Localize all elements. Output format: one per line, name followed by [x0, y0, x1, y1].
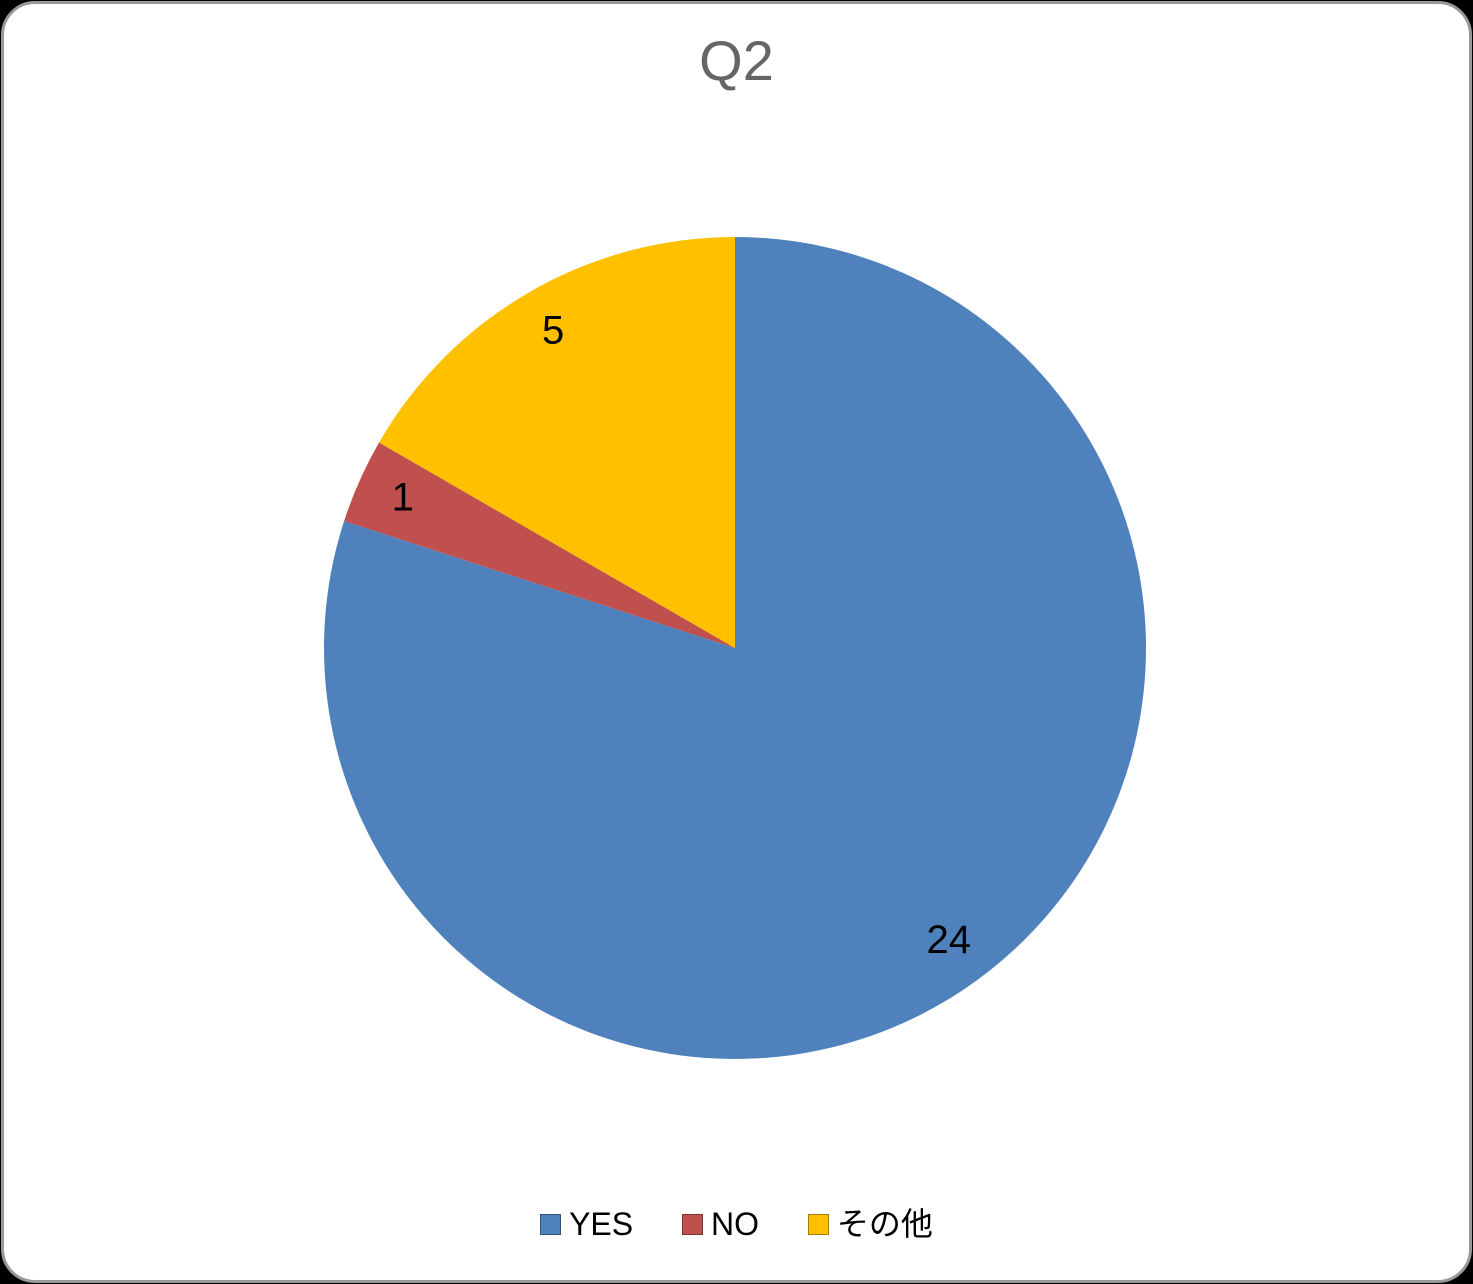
- svg-text:24: 24: [927, 918, 972, 962]
- svg-text:5: 5: [542, 309, 564, 353]
- svg-text:1: 1: [392, 476, 414, 520]
